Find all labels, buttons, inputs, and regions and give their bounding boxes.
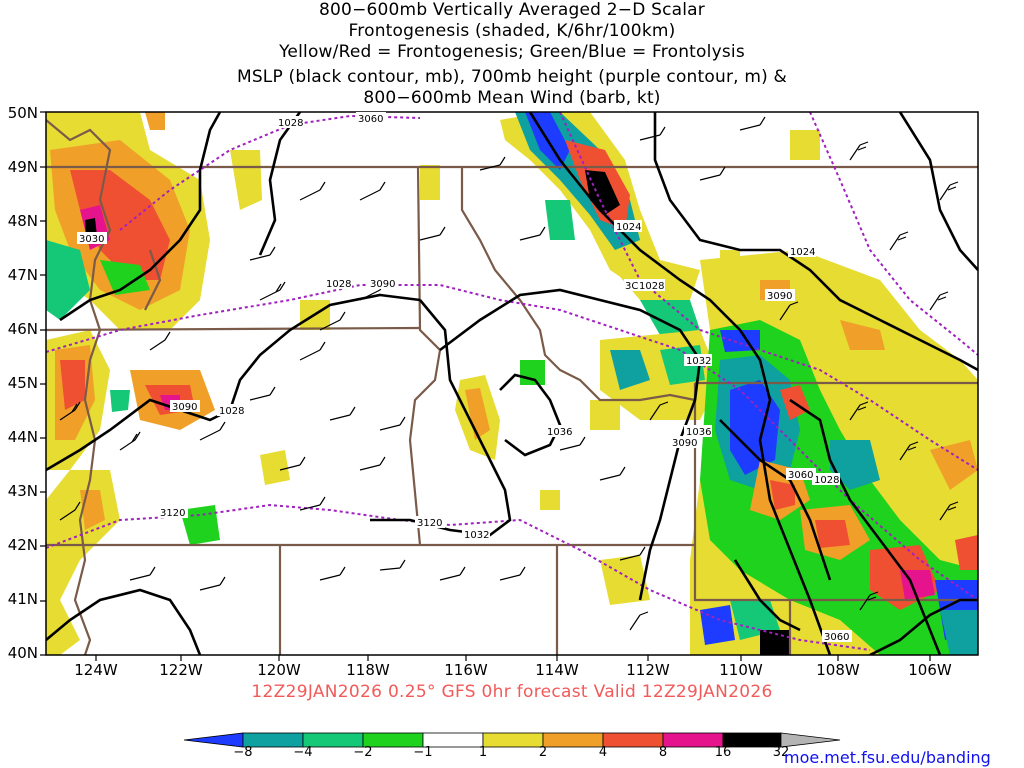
height-label: 3060: [788, 470, 813, 481]
mslp-label: 1036: [547, 427, 572, 438]
credit-link[interactable]: moe.met.fsu.edu/banding: [784, 748, 991, 767]
lat-label-43n: 43N: [7, 482, 38, 500]
mslp-label: 1024: [616, 222, 641, 233]
height-labels: 3060 3030 3090 3090 3090 3060 3090 3120 …: [77, 112, 852, 643]
colorbar-label: −8: [233, 745, 253, 760]
mslp-label: 1024: [790, 247, 815, 258]
mslp-label: 1032: [464, 530, 489, 541]
lat-label-49n: 49N: [7, 158, 38, 176]
colorbar-label: −4: [293, 745, 313, 760]
height-label: 3C: [625, 281, 638, 292]
mslp-labels: 1028 1028 1024 1024 1028 1032 1036 1036 …: [217, 116, 840, 541]
colorbar-label: 4: [598, 745, 608, 760]
mslp-label: 1036: [686, 427, 711, 438]
lon-label-114w: 114W: [535, 661, 579, 679]
height-label: 3090: [370, 279, 395, 290]
height-label: 3090: [672, 438, 697, 449]
height-label: 3120: [417, 518, 442, 529]
height-label: 3090: [767, 291, 792, 302]
valid-time-text: 12Z29JAN2026 0.25° GFS 0hr forecast Vali…: [251, 682, 773, 702]
height-label: 3060: [824, 632, 849, 643]
lon-label-118w: 118W: [346, 661, 390, 679]
mslp-label: 1028: [219, 406, 244, 417]
colorbar-label: 16: [714, 745, 732, 760]
lat-label-50n: 50N: [7, 104, 38, 122]
colorbar: [183, 732, 841, 748]
mslp-label: 1032: [686, 356, 711, 367]
colorbar-label: −1: [413, 745, 433, 760]
mslp-label: 1028: [278, 118, 303, 129]
mslp-label: 1028: [814, 475, 839, 486]
height-contours: [46, 112, 978, 651]
height-label: 3030: [79, 234, 104, 245]
title-line-4: MSLP (black contour, mb), 700mb height (…: [236, 67, 788, 87]
title-line-1: 800−600mb Vertically Averaged 2−D Scalar: [319, 0, 705, 20]
lon-label-120w: 120W: [257, 661, 301, 679]
lon-label-108w: 108W: [816, 661, 860, 679]
colorbar-label: −2: [353, 745, 373, 760]
title-line-5: 800−600mb Mean Wind (barb, kt): [363, 88, 661, 108]
colorbar-label: 2: [538, 745, 548, 760]
lon-label-112w: 112W: [626, 661, 670, 679]
colorbar-label: 32: [772, 745, 790, 760]
lat-label-41n: 41N: [7, 590, 38, 608]
lat-label-46n: 46N: [7, 320, 38, 338]
colorbar-label: 1: [478, 745, 488, 760]
height-label: 3120: [160, 508, 185, 519]
lat-label-40n: 40N: [7, 644, 38, 662]
lat-label-42n: 42N: [7, 536, 38, 554]
wind-barbs: [59, 116, 959, 631]
lon-label-106w: 106W: [908, 661, 952, 679]
lon-label-124w: 124W: [74, 661, 118, 679]
lon-label-122w: 122W: [159, 661, 203, 679]
height-label: 3060: [358, 114, 383, 125]
colorbar-arrow-right: [780, 732, 841, 748]
lon-label-116w: 116W: [444, 661, 488, 679]
lat-label-45n: 45N: [7, 374, 38, 392]
colorbar-label: 8: [658, 745, 668, 760]
lat-label-44n: 44N: [7, 428, 38, 446]
mslp-contours: [46, 112, 978, 655]
title-line-3: Yellow/Red = Frontogenesis; Green/Blue =…: [279, 42, 745, 62]
mslp-label: 1028: [639, 281, 664, 292]
height-label: 3090: [172, 402, 197, 413]
lon-label-110w: 110W: [719, 661, 763, 679]
title-line-2: Frontogenesis (shaded, K/6hr/100km): [348, 21, 676, 41]
lat-label-47n: 47N: [7, 266, 38, 284]
lat-label-48n: 48N: [7, 212, 38, 230]
mslp-label: 1028: [326, 279, 351, 290]
axis-ticks: [40, 111, 931, 661]
